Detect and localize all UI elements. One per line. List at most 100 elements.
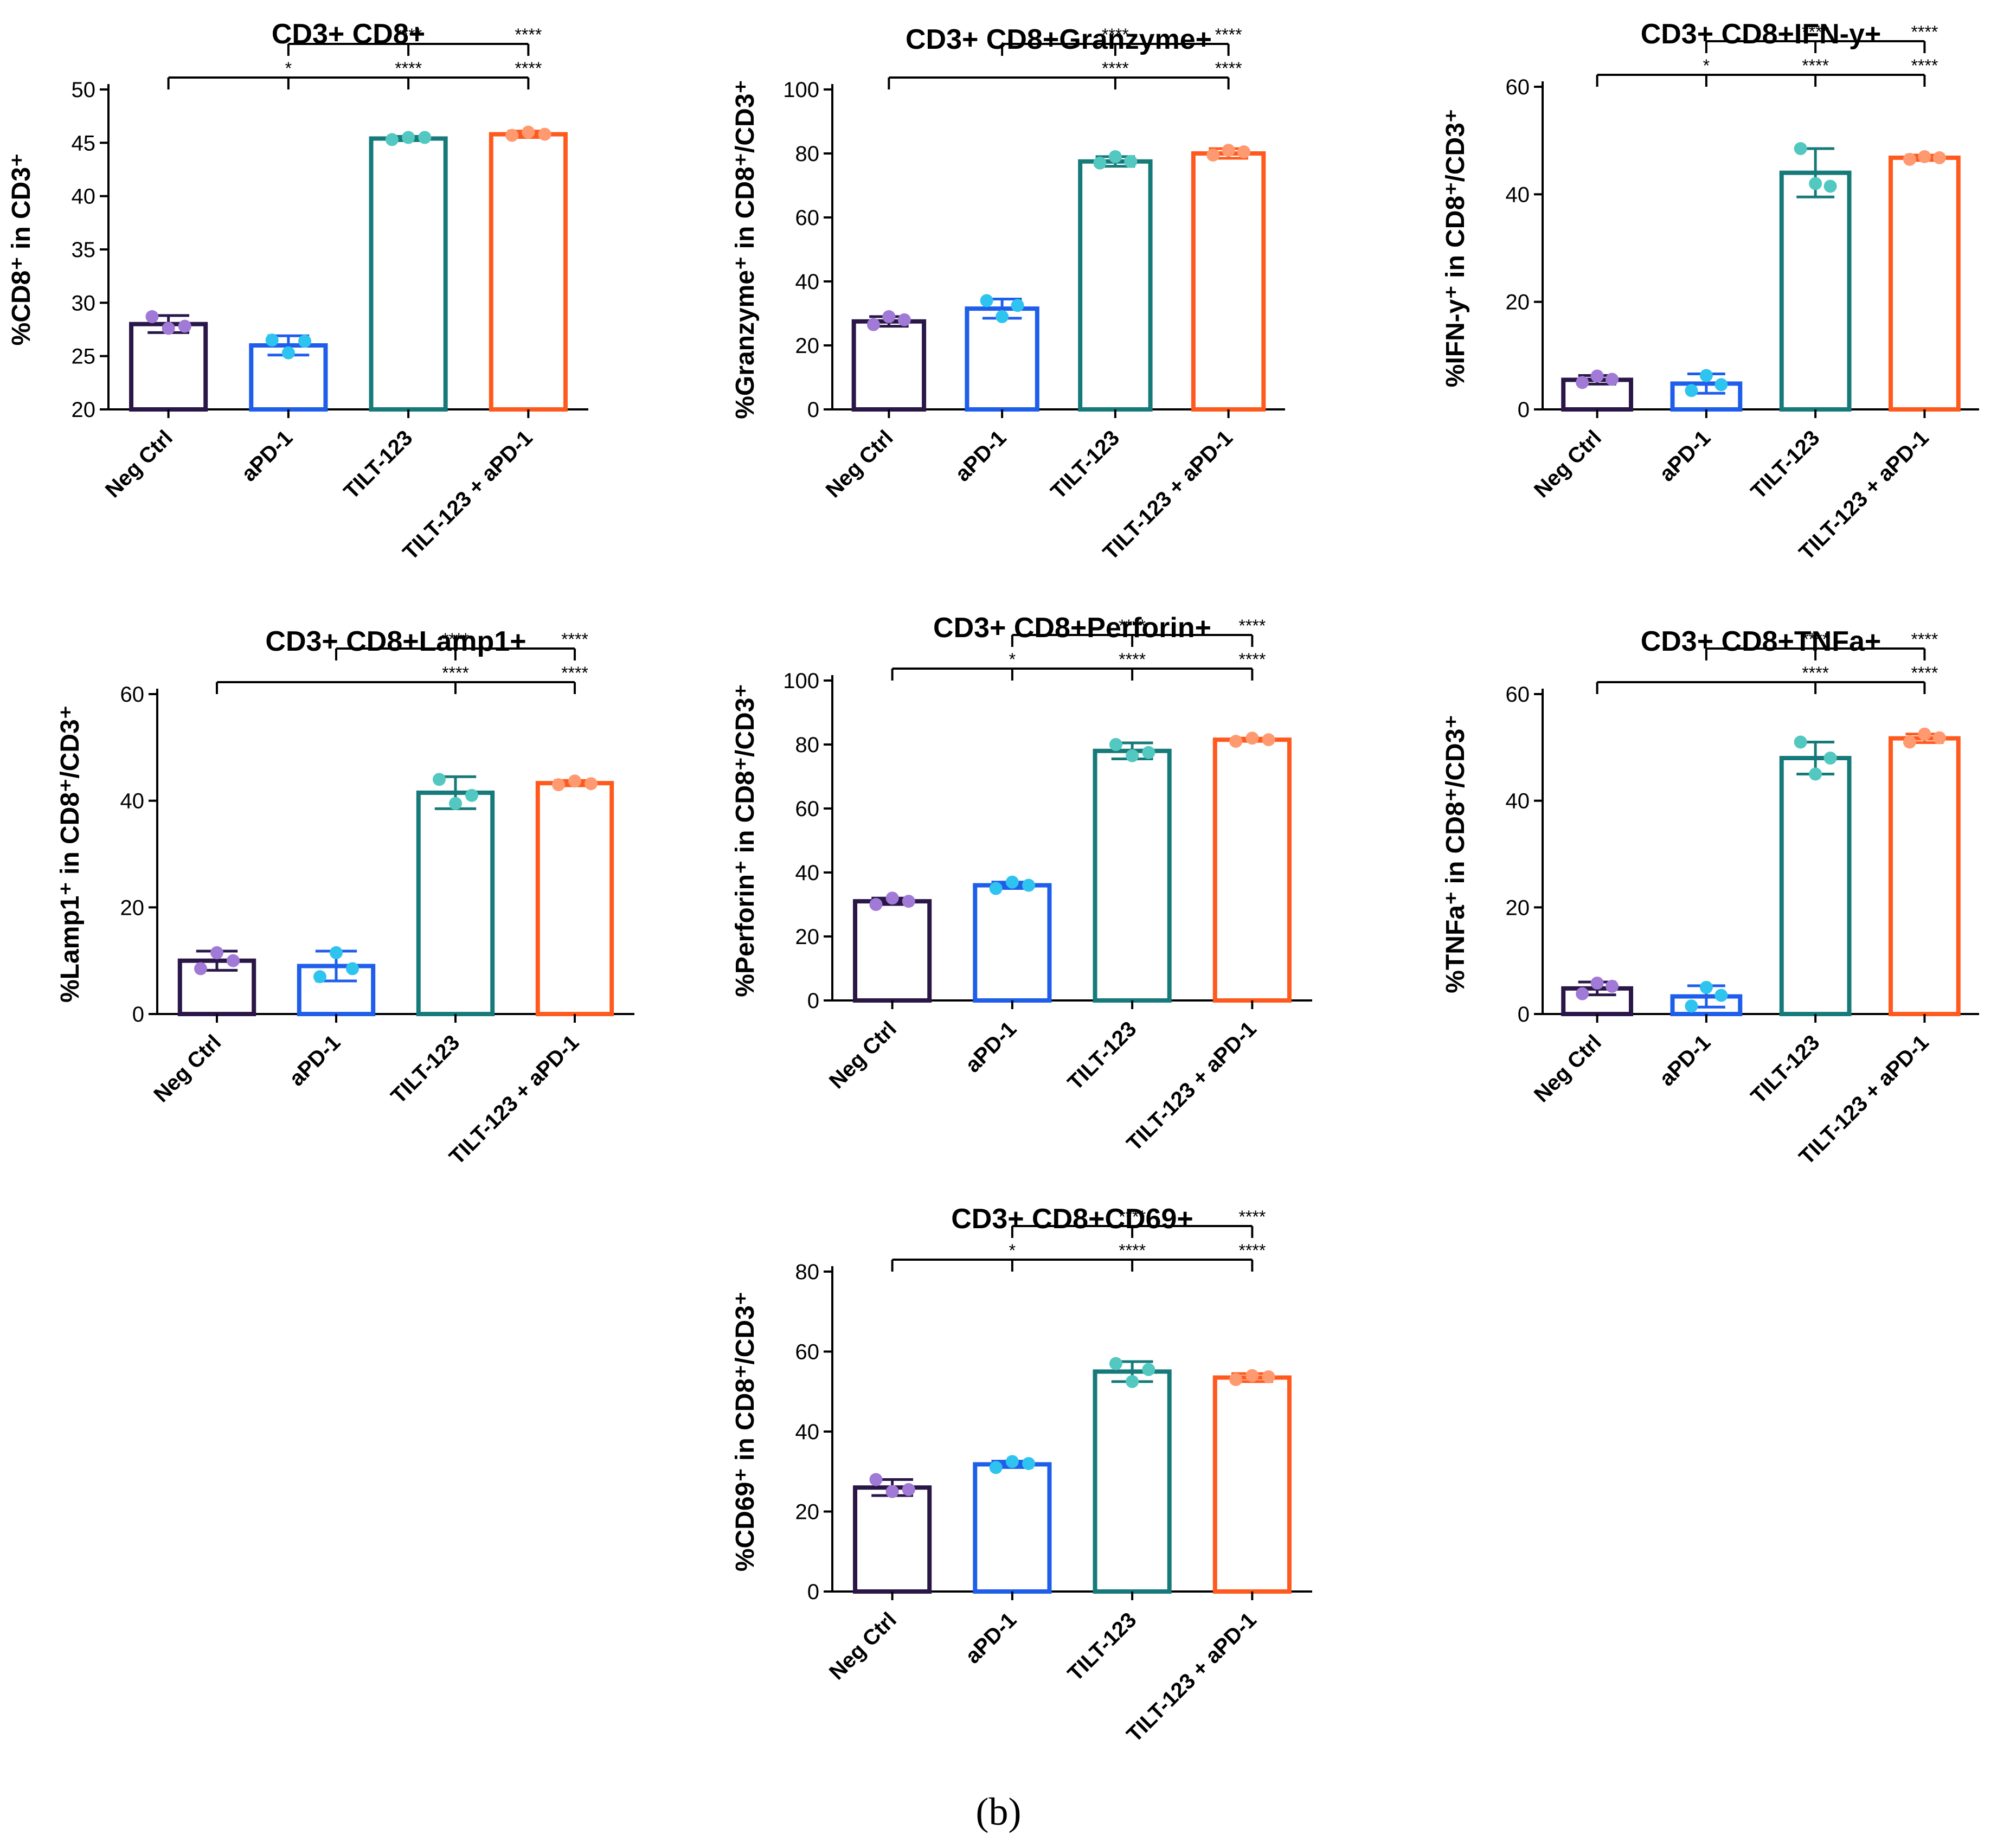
- y-tick-label: 80: [795, 1260, 820, 1284]
- data-point: [1685, 999, 1698, 1013]
- significance-label: ****: [1911, 663, 1938, 683]
- chart-title: CD3+ CD8+IFN-y+: [1641, 18, 1882, 50]
- significance-label: ****: [1238, 1207, 1266, 1227]
- x-tick-label: TILT-123: [1046, 426, 1124, 504]
- bar: [369, 136, 448, 412]
- data-point: [1262, 1370, 1275, 1383]
- significance-label: ****: [1802, 630, 1829, 649]
- y-tick-label: 35: [72, 238, 96, 262]
- bar: [1888, 155, 1961, 412]
- significance-label: ****: [1802, 22, 1829, 42]
- data-point: [449, 797, 462, 810]
- significance-label: ****: [1802, 663, 1829, 683]
- data-point: [178, 319, 191, 333]
- significance-label: ****: [1238, 650, 1266, 669]
- significance-label: ****: [1119, 1241, 1146, 1260]
- y-tick-label: 0: [132, 1003, 144, 1026]
- y-tick-label: 0: [807, 398, 819, 422]
- y-tick-label: 20: [795, 925, 820, 949]
- data-point: [1229, 1373, 1243, 1387]
- data-point: [866, 318, 880, 331]
- y-tick-label: 45: [72, 131, 96, 155]
- data-point: [1245, 1369, 1259, 1382]
- data-point: [1606, 373, 1619, 386]
- x-tick-label: aPD-1: [1655, 1030, 1715, 1090]
- data-point: [1699, 369, 1713, 382]
- data-point: [432, 773, 446, 786]
- x-tick-label: Neg Ctrl: [1530, 426, 1606, 502]
- x-tick-label: Neg Ctrl: [821, 426, 898, 502]
- data-point: [1903, 735, 1916, 749]
- bar: [853, 899, 932, 1003]
- significance-label: ****: [1119, 616, 1146, 636]
- chart-title: CD3+ CD8+Granzyme+: [906, 24, 1212, 55]
- bar: [851, 319, 927, 412]
- data-point: [1206, 148, 1220, 162]
- y-tick-label: 25: [72, 345, 96, 369]
- x-tick-label: TILT-123: [339, 426, 418, 504]
- x-tick-label: aPD-1: [961, 1017, 1021, 1077]
- data-point: [989, 882, 1003, 895]
- y-tick-label: 20: [795, 1500, 820, 1524]
- bar: [416, 790, 495, 1016]
- data-point: [1576, 987, 1589, 1000]
- chart-3: CD3+ CD8+IFN-y+ %IFN-y⁺ in CD8⁺/CD3⁺ 0 20 40…: [1441, 18, 1979, 564]
- chart-title: CD3+ CD8+Lamp1+: [265, 626, 526, 657]
- data-point: [882, 310, 896, 323]
- data-point: [1715, 989, 1728, 1002]
- bar: [1779, 756, 1852, 1016]
- chart-title: CD3+ CD8+TNFa+: [1641, 626, 1882, 657]
- data-point: [505, 129, 519, 142]
- y-tick-label: 20: [120, 896, 145, 920]
- chart-1: CD3+ CD8+%CD8⁺ in CD3⁺20253035404550Neg …: [7, 18, 588, 564]
- data-point: [869, 1473, 883, 1486]
- y-tick-label: 80: [795, 733, 820, 757]
- y-tick-label: 60: [1506, 683, 1530, 707]
- y-tick-label: 60: [795, 797, 820, 821]
- data-point: [1262, 733, 1275, 747]
- y-axis-label: %IFN-y⁺ in CD8⁺/CD3⁺: [1441, 109, 1470, 387]
- significance-label: ****: [1215, 25, 1242, 44]
- y-tick-label: 40: [795, 861, 820, 885]
- data-point: [1794, 142, 1807, 156]
- x-tick-label: TILT-123 + aPD-1: [1122, 1608, 1261, 1747]
- bar: [1093, 1369, 1172, 1594]
- data-point: [210, 946, 223, 959]
- y-tick-label: 50: [72, 78, 96, 102]
- y-tick-label: 80: [795, 142, 820, 166]
- significance-label: ****: [442, 663, 469, 683]
- data-point: [194, 962, 207, 976]
- y-axis-label: %CD69⁺ in CD8⁺/CD3⁺: [731, 1292, 760, 1571]
- bar: [1779, 170, 1852, 412]
- x-tick-label: aPD-1: [1655, 426, 1715, 486]
- data-point: [1142, 1363, 1155, 1376]
- data-point: [1699, 980, 1713, 994]
- data-point: [1126, 749, 1139, 762]
- data-point: [980, 294, 993, 307]
- data-point: [1809, 177, 1822, 190]
- y-axis-label: %Perforin⁺ in CD8⁺/CD3⁺: [731, 684, 760, 997]
- data-point: [385, 133, 399, 146]
- data-point: [1932, 731, 1946, 745]
- y-tick-label: 60: [1506, 75, 1530, 99]
- y-tick-label: 0: [1518, 1003, 1530, 1026]
- data-point: [418, 131, 432, 144]
- data-point: [1229, 735, 1243, 748]
- data-point: [227, 954, 240, 967]
- data-point: [989, 1461, 1003, 1474]
- significance-label: *: [285, 59, 292, 78]
- data-point: [1245, 732, 1259, 745]
- x-tick-label: Neg Ctrl: [1530, 1030, 1606, 1107]
- data-point: [1903, 152, 1916, 166]
- x-tick-label: TILT-123: [1746, 1030, 1825, 1108]
- significance-label: *: [1009, 1241, 1016, 1260]
- y-tick-label: 40: [1506, 790, 1530, 813]
- y-axis-label: %Granzyme⁺ in CD8⁺/CD3⁺: [731, 80, 760, 419]
- data-point: [522, 125, 535, 139]
- data-point: [1005, 875, 1019, 889]
- significance-label: ****: [1119, 1207, 1146, 1227]
- data-point: [1022, 878, 1036, 892]
- data-point: [1794, 735, 1807, 749]
- data-point: [1109, 1357, 1122, 1370]
- data-point: [145, 310, 159, 323]
